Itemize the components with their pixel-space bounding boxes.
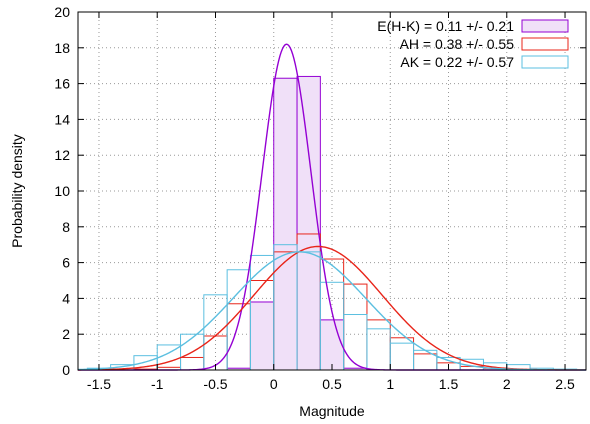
legend: E(H-K) = 0.11 +/- 0.21 AH = 0.38 +/- 0.55… <box>377 18 569 70</box>
y-tick-label: 12 <box>54 147 70 163</box>
histogram-bar <box>343 314 368 371</box>
y-tick-label: 16 <box>54 76 70 92</box>
x-tick-label: 2 <box>503 376 511 392</box>
x-tick-label: 0 <box>270 376 278 392</box>
y-tick-label: 8 <box>62 219 70 235</box>
legend-label-series-2: AH = 0.38 +/- 0.55 <box>400 36 515 52</box>
histogram-bar <box>273 77 298 371</box>
x-tick-label: 1 <box>386 376 394 392</box>
histogram-bar <box>366 328 391 371</box>
histogram-bar <box>226 303 251 371</box>
y-tick-label: 14 <box>54 111 70 127</box>
histogram-bar <box>319 319 345 371</box>
y-tick-label: 0 <box>62 362 70 378</box>
y-tick-label: 4 <box>62 290 70 306</box>
x-axis-label: Magnitude <box>299 403 365 419</box>
histogram-bar <box>343 283 368 371</box>
legend-label-series-3: AK = 0.22 +/- 0.57 <box>400 54 514 70</box>
histogram-bar <box>180 356 205 371</box>
y-tick-label: 18 <box>54 40 70 56</box>
gaussian-curve-series-3 <box>77 251 586 371</box>
x-tick-label: 0.5 <box>322 376 342 392</box>
legend-swatch-series-1 <box>521 19 569 33</box>
histogram-bar <box>413 349 438 371</box>
gaussian-curve-series-2 <box>77 245 586 371</box>
x-tick-label: -0.5 <box>203 376 227 392</box>
histogram-bar <box>389 342 415 371</box>
x-tick-label: -1 <box>151 376 164 392</box>
histogram-bar <box>249 301 275 371</box>
y-tick-label: 6 <box>62 255 70 271</box>
y-tick-label: 10 <box>54 183 70 199</box>
legend-swatch-series-3 <box>521 55 569 69</box>
x-tick-label: 1.5 <box>439 376 459 392</box>
y-tick-label: 20 <box>54 4 70 20</box>
y-axis-label: Probability density <box>9 134 25 248</box>
histogram-bar <box>389 337 415 371</box>
x-tick-label: -1.5 <box>87 376 111 392</box>
legend-label-series-1: E(H-K) = 0.11 +/- 0.21 <box>377 18 514 34</box>
y-tick-label: 2 <box>62 326 70 342</box>
tick-labels: -1.5 -1 -0.5 0 0.5 1 1.5 2 2.5 0 2 4 6 8 10 12 14 16 18 20 <box>54 4 575 392</box>
x-tick-label: 2.5 <box>555 376 575 392</box>
grid <box>78 12 586 370</box>
legend-swatch-series-2 <box>521 37 569 51</box>
tick-marks <box>78 11 586 371</box>
histogram-bar <box>366 319 391 371</box>
histogram-bar <box>413 353 438 371</box>
